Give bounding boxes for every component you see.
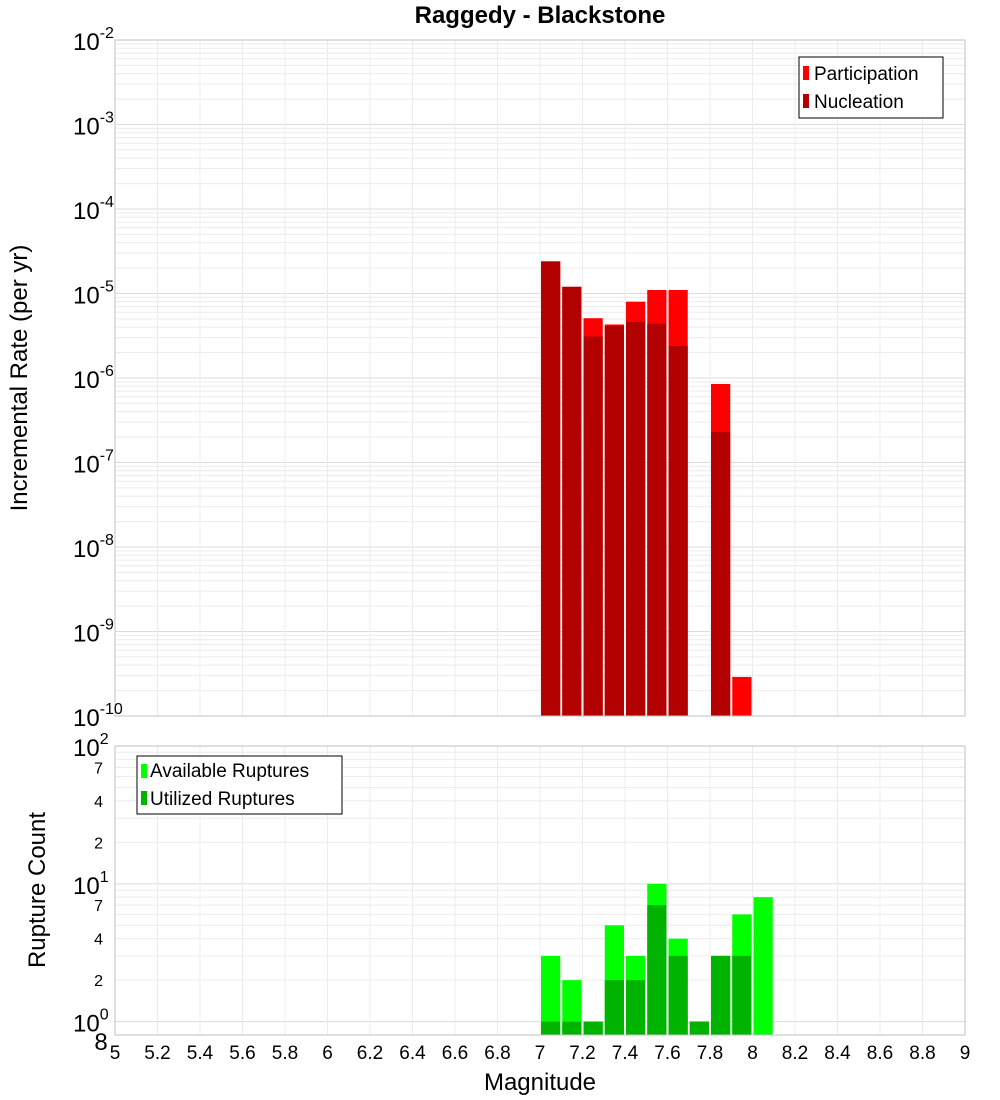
x-tick-label: 8.2	[782, 1043, 808, 1064]
legend-label-nucleation: Nucleation	[814, 92, 904, 113]
x-tick-label: 7.2	[569, 1043, 595, 1064]
x-tick-label: 8.8	[909, 1043, 935, 1064]
x-tick-label: 7.6	[654, 1043, 680, 1064]
bottom-plot-bars	[541, 883, 773, 1035]
x-tick-label: 6.2	[357, 1043, 383, 1064]
top-y-tick-label: 10-2	[73, 25, 114, 56]
bottom-y-minor-tick-label: 2	[94, 835, 103, 852]
legend-label-participation: Participation	[814, 64, 919, 85]
bottom-plot-y-ticks: 102 101 100 7 4 2 7 4 2 8	[73, 731, 109, 1056]
x-tick-label: 8	[747, 1043, 758, 1064]
available-ruptures-bar	[562, 980, 582, 1035]
x-tick-label: 6.8	[484, 1043, 510, 1064]
top-plot-frame	[114, 39, 966, 717]
utilized-ruptures-bar	[626, 980, 646, 1035]
nucleation-bar	[604, 326, 624, 716]
nucleation-bar	[711, 431, 731, 716]
x-tick-label: 7.4	[612, 1043, 639, 1064]
nucleation-bar	[647, 323, 667, 716]
top-y-tick-label: 10-6	[73, 363, 114, 394]
x-tick-label: 9	[960, 1043, 971, 1064]
utilized-ruptures-bar	[583, 1021, 603, 1035]
x-tick-label: 8.6	[867, 1043, 893, 1064]
legend-swatch-participation	[803, 66, 809, 80]
top-y-tick-label: 10-8	[73, 532, 114, 563]
nucleation-bar	[583, 336, 603, 716]
legend-swatch-available	[141, 764, 147, 778]
bottom-y-minor-tick-label: 2	[94, 973, 103, 990]
top-plot-y-ticks: 10-2 10-3 10-4 10-5 10-6 10-7 10-8 10-9 10-10	[73, 25, 123, 732]
nucleation-bar	[668, 345, 688, 716]
bottom-y-minor-tick-label: 4	[94, 932, 103, 949]
top-y-tick-label: 10-9	[73, 617, 114, 648]
utilized-ruptures-bar	[668, 955, 688, 1035]
top-plot-y-axis-label: Incremental Rate (per yr)	[6, 245, 33, 512]
top-y-tick-label: 10-4	[73, 194, 114, 225]
legend-swatch-utilized	[141, 791, 147, 805]
nucleation-bar	[541, 261, 561, 716]
chart-title: Raggedy - Blackstone	[415, 2, 666, 29]
utilized-ruptures-bar	[541, 1021, 561, 1035]
top-y-tick-label: 10-7	[73, 448, 114, 479]
bottom-y-minor-tick-label: 7	[94, 898, 103, 915]
bottom-y-bottom-label: 8	[94, 1029, 107, 1056]
utilized-ruptures-bar	[689, 1021, 709, 1035]
utilized-ruptures-bar	[562, 1021, 582, 1035]
x-tick-label: 5.2	[144, 1043, 170, 1064]
legend-swatch-nucleation	[803, 94, 809, 108]
x-tick-label: 7	[535, 1043, 546, 1064]
available-ruptures-bar	[541, 955, 561, 1035]
legend-label-available: Available Ruptures	[150, 761, 309, 782]
x-tick-label: 6.4	[399, 1043, 426, 1064]
x-axis-label: Magnitude	[484, 1069, 596, 1096]
utilized-ruptures-bar	[711, 955, 731, 1035]
top-y-tick-label: 10-3	[73, 110, 114, 141]
utilized-ruptures-bar	[647, 905, 667, 1035]
nucleation-bar	[562, 286, 582, 716]
top-y-tick-label: 10-5	[73, 279, 114, 310]
nucleation-bar	[626, 321, 646, 716]
available-ruptures-bar	[753, 897, 773, 1035]
bottom-plot-grid	[114, 745, 966, 1035]
x-tick-label: 5.6	[229, 1043, 255, 1064]
participation-bar	[732, 676, 752, 716]
top-plot-legend: Participation Nucleation	[798, 56, 944, 119]
x-tick-label: 7.8	[697, 1043, 723, 1064]
bottom-y-tick-label: 101	[73, 869, 109, 900]
bottom-y-minor-tick-label: 7	[94, 760, 103, 777]
utilized-ruptures-bar	[604, 980, 624, 1035]
x-tick-label: 5.4	[187, 1043, 214, 1064]
bottom-plot-frame	[114, 745, 966, 1036]
bottom-y-minor-tick-label: 4	[94, 794, 103, 811]
utilized-ruptures-bar	[732, 955, 752, 1035]
bottom-plot-legend: Available Ruptures Utilized Ruptures	[136, 755, 343, 815]
legend-label-utilized: Utilized Ruptures	[150, 789, 295, 810]
bottom-y-tick-label: 100	[73, 1007, 109, 1038]
x-tick-label: 6	[322, 1043, 333, 1064]
x-tick-label: 6.6	[442, 1043, 468, 1064]
bottom-plot-y-axis-label: Rupture Count	[24, 812, 51, 968]
bottom-y-tick-label: 102	[73, 731, 109, 762]
top-y-tick-label: 10-10	[73, 701, 123, 732]
x-tick-label: 5	[110, 1043, 121, 1064]
top-plot-bars	[541, 261, 752, 716]
top-plot-grid	[114, 39, 966, 717]
x-tick-label: 5.8	[272, 1043, 298, 1064]
x-axis-ticks: 5 5.2 5.4 5.6 5.8 6 6.2 6.4 6.6 6.8 7 7.2 7.4 7.6 7.8 8…	[110, 1043, 971, 1064]
x-tick-label: 8.4	[824, 1043, 851, 1064]
